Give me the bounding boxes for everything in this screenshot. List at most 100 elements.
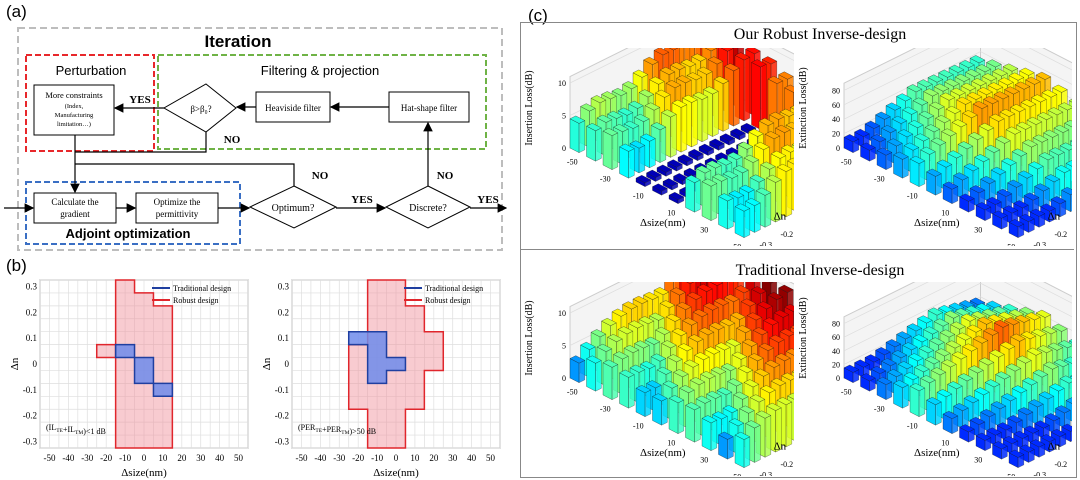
no-label-discrete: NO	[437, 170, 454, 182]
traditional-extinction-loss-plot: 020406080-50-30-101030500.30.20.10-0.1-0…	[798, 282, 1072, 476]
discrete-label: Discrete?	[409, 203, 447, 214]
x-tick-label: -10	[119, 453, 131, 463]
x-tick-label: 10	[410, 453, 420, 463]
z-grid-line	[843, 282, 1072, 338]
robust-extinction-loss-plot: 020406080-50-30-101030500.30.20.10-0.1-0…	[798, 48, 1072, 247]
z-axis-label: Insertion Loss(dB)	[524, 300, 535, 375]
constraints-line2: (Index,	[65, 103, 84, 110]
x-tick-label: 30	[196, 453, 206, 463]
bar	[975, 432, 992, 451]
panel-label-c: (c)	[528, 6, 548, 25]
bar	[860, 373, 876, 392]
bar	[656, 164, 673, 177]
y-tick-label: -0.3	[1034, 241, 1047, 247]
gradient-box	[33, 192, 117, 224]
y-tick-label: -0.2	[1055, 230, 1068, 239]
traditional-insertion-loss-plot: 0510-50-30-101030500.30.20.10-0.1-0.2-0.…	[524, 282, 794, 476]
x-tick-label: -10	[907, 421, 918, 430]
constraints-line3: Manufacturing	[55, 112, 94, 119]
x-tick-label: -50	[567, 387, 578, 396]
x-tick-label: 10	[667, 208, 675, 217]
adjoint-frame	[25, 181, 241, 245]
robustness-map-per: -50 -40 -30 -20 -10 0 10 20 30 40 50 -0.3 -0.2 -0.1 0 0…	[262, 279, 501, 479]
x-tick-label: 50	[234, 453, 244, 463]
y-tick-label: 0	[285, 359, 290, 369]
x-tick-label: -10	[371, 453, 383, 463]
y-tick-label: 0.3	[26, 281, 38, 291]
x-tick-label: 50	[733, 242, 741, 246]
bar	[698, 143, 715, 156]
bar	[709, 138, 725, 151]
x-tick-label: -40	[314, 453, 326, 463]
bar	[646, 169, 662, 182]
y-axis-label: Δn	[1048, 441, 1061, 453]
x-tick-label: -30	[81, 453, 93, 463]
iteration-frame	[17, 27, 503, 251]
bar	[980, 409, 996, 433]
z-grid-line	[843, 51, 1072, 120]
bar	[843, 364, 860, 383]
bar	[602, 359, 619, 400]
x-tick-label: 0	[394, 453, 399, 463]
optimum-diamond	[248, 185, 338, 229]
x-tick-label: -20	[352, 453, 364, 463]
bar	[990, 401, 1007, 427]
x-tick-label: -20	[100, 453, 112, 463]
panel-label-b: (b)	[6, 256, 27, 275]
z-grid-line	[843, 48, 1072, 106]
x-tick-label: -30	[333, 453, 345, 463]
bar	[719, 133, 736, 146]
bar	[718, 431, 734, 460]
beta-label: β>β₀?	[190, 104, 211, 114]
y-tick-label: 0.3	[278, 281, 290, 291]
condition-annotation: (ILTE+ILTM)<1 dB	[46, 423, 106, 436]
legend: Traditional design Robust design	[404, 284, 483, 305]
heaviside-label: Heaviside filter	[265, 103, 321, 113]
y-axis-label: Δn	[774, 441, 787, 453]
x-tick-label: -10	[633, 191, 644, 200]
bar	[701, 415, 718, 451]
filtering-title: Filtering & projection	[261, 63, 380, 78]
bar	[860, 142, 876, 162]
x-axis-label: Δsize(nm)	[373, 467, 419, 479]
x-axis-label: Δsize(nm)	[640, 447, 686, 459]
heaviside-box	[255, 91, 331, 123]
bar	[688, 149, 704, 161]
legend-label: Traditional design	[173, 284, 231, 293]
bar	[986, 427, 1002, 446]
z-grid-line	[843, 282, 1072, 352]
x-tick-label: -30	[600, 404, 611, 413]
yes-label-optimum: YES	[351, 194, 372, 206]
bar	[1008, 219, 1025, 238]
robustness-map-il: -50 -40 -30 -20 -10 0 10 20 30 40 50 -0.3 -0.2 -0.1 0 0…	[10, 279, 249, 479]
bar	[569, 355, 586, 383]
x-tick-label: -30	[600, 174, 611, 183]
legend: Traditional design Robust design	[152, 284, 231, 305]
x-tick-label: 30	[700, 455, 708, 464]
condition-annotation: (PERTE+PERTM)>50 dB	[298, 423, 376, 436]
x-axis-label: Δsize(nm)	[640, 217, 686, 229]
bar	[652, 393, 668, 426]
z-tick-label: 40	[832, 115, 840, 124]
constraints-line4: limitation…)	[57, 121, 91, 128]
y-tick-label: 0.2	[26, 307, 37, 317]
z-tick-label: 0	[562, 144, 566, 153]
x-tick-label: 10	[941, 208, 949, 217]
discrete-diamond	[384, 185, 472, 229]
robust-title: Our Robust Inverse-design	[733, 26, 907, 43]
x-tick-label: 40	[215, 453, 225, 463]
y-axis-label: Δn	[774, 211, 787, 223]
bar	[953, 172, 969, 199]
bar	[677, 154, 694, 167]
bar	[975, 202, 992, 221]
bar	[926, 397, 942, 426]
z-tick-label: 60	[832, 101, 840, 110]
x-tick-label: 50	[486, 453, 496, 463]
x-tick-label: -10	[633, 421, 644, 430]
x-tick-label: 30	[974, 455, 982, 464]
panel-c-frame	[520, 22, 1077, 478]
z-tick-label: 20	[832, 130, 840, 139]
z-axis-label: Extinction Loss(dB)	[798, 297, 809, 378]
z-tick-label: 5	[562, 112, 566, 121]
